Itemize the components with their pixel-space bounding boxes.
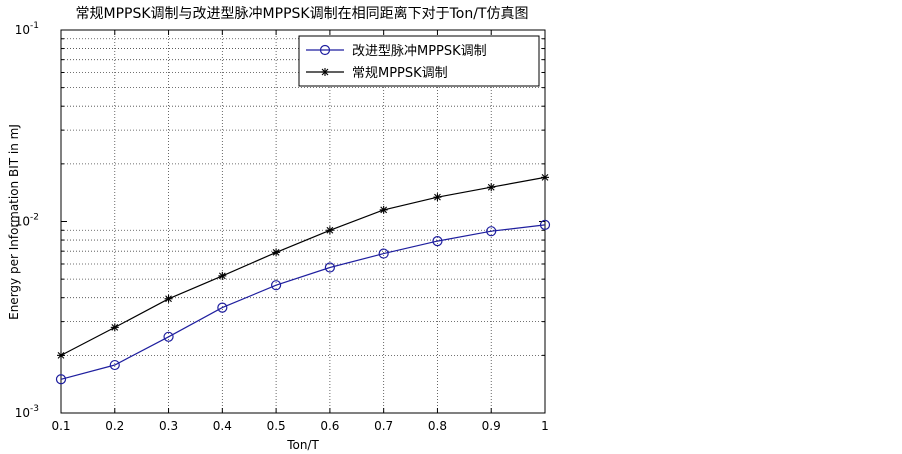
data-point-0 bbox=[539, 219, 551, 230]
data-point-0 bbox=[271, 280, 282, 291]
x-tick-label: 0.3 bbox=[159, 419, 178, 433]
chart-title: 常规MPPSK调制与改进型脉冲MPPSK调制在相同距离下对于Ton/T仿真图 bbox=[76, 5, 529, 22]
data-point-0 bbox=[217, 302, 228, 313]
data-point-1 bbox=[325, 226, 334, 235]
data-point-1 bbox=[541, 173, 549, 182]
data-point-0 bbox=[486, 226, 497, 237]
axes: 0.1 0.2 0.3 0.4 0.5 0.6 0.7 0.8 0.9 110-310-210-1 bbox=[15, 21, 549, 433]
legend-label-improved: 改进型脉冲MPPSK调制 bbox=[352, 44, 487, 59]
y-tick-label: 10-3 bbox=[15, 404, 39, 420]
legend-box bbox=[298, 35, 540, 87]
data-point-1 bbox=[110, 323, 119, 332]
data-point-1 bbox=[57, 351, 65, 360]
series-layer bbox=[55, 173, 551, 385]
data-point-1 bbox=[164, 294, 173, 303]
legend-label-conventional: 常规MPPSK调制 bbox=[352, 66, 448, 81]
series-line-1 bbox=[60, 176, 546, 356]
x-tick-label: 0.9 bbox=[482, 419, 501, 433]
data-point-0 bbox=[109, 359, 120, 371]
data-point-1 bbox=[487, 183, 496, 192]
x-tick-label: 0.1 bbox=[51, 419, 70, 433]
legend-marker-conventional bbox=[321, 68, 329, 76]
x-tick-label: 0.5 bbox=[267, 419, 286, 433]
legend-entry-improved: 改进型脉冲MPPSK调制 bbox=[306, 44, 487, 59]
x-tick-label: 0.8 bbox=[428, 419, 447, 433]
x-tick-label: 0.4 bbox=[213, 419, 232, 433]
grid bbox=[61, 30, 545, 413]
data-point-0 bbox=[378, 248, 389, 259]
legend-star-glyph bbox=[321, 68, 329, 76]
x-tick-label: 0.6 bbox=[320, 419, 339, 433]
data-point-1 bbox=[433, 193, 442, 202]
x-axis-label: Ton/T bbox=[286, 438, 319, 452]
legend-entry-conventional: 常规MPPSK调制 bbox=[306, 66, 448, 81]
data-point-0 bbox=[432, 236, 443, 247]
data-point-1 bbox=[379, 205, 388, 214]
series-line-0 bbox=[60, 224, 546, 380]
data-point-0 bbox=[55, 374, 67, 385]
legend-marker-improved bbox=[319, 44, 331, 56]
x-tick-label: 1 bbox=[541, 419, 549, 433]
y-tick-label: 10-1 bbox=[15, 21, 39, 37]
x-tick-label: 0.7 bbox=[374, 419, 393, 433]
data-point-1 bbox=[218, 271, 227, 280]
data-point-0 bbox=[163, 331, 174, 342]
y-axis-label: Energy per Information BIT in mJ bbox=[7, 124, 21, 320]
x-tick-label: 0.2 bbox=[105, 419, 124, 433]
data-point-0 bbox=[324, 262, 335, 273]
data-point-1 bbox=[272, 248, 281, 257]
legend: 改进型脉冲MPPSK调制 常规MPPSK调制 bbox=[298, 35, 540, 87]
